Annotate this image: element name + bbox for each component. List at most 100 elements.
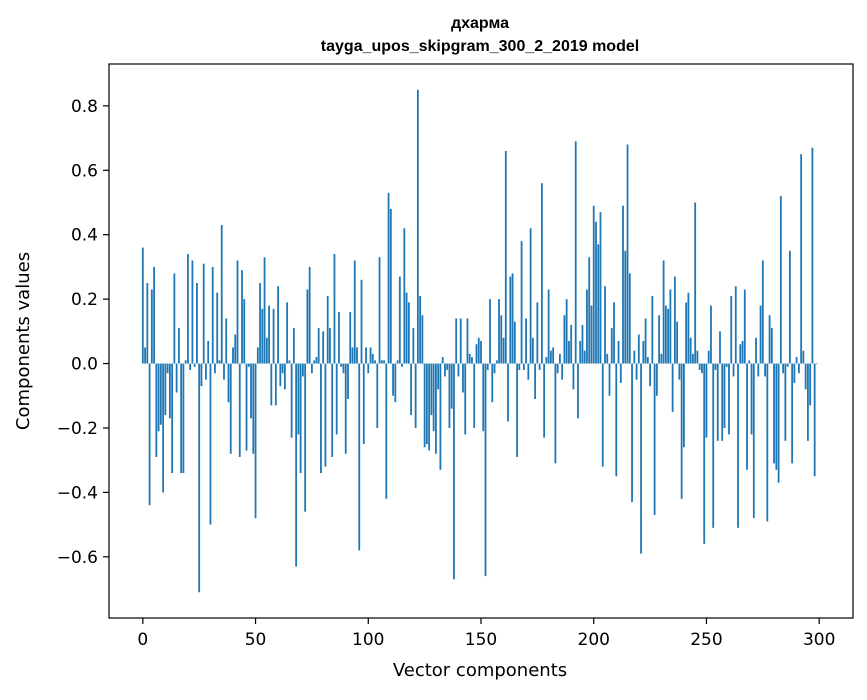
bar (301, 363, 304, 377)
bar (468, 353, 471, 364)
bar (245, 363, 248, 451)
bar (813, 363, 816, 477)
bar (168, 363, 171, 419)
bar (272, 308, 275, 364)
bar (565, 299, 568, 364)
bar (698, 363, 701, 370)
bar (369, 347, 372, 364)
bar (685, 302, 688, 364)
bar (162, 363, 165, 493)
bar (725, 363, 728, 367)
bar (809, 363, 812, 406)
bar (644, 318, 647, 364)
bar (795, 357, 798, 364)
bar (480, 341, 482, 364)
bar (311, 363, 313, 374)
bar (732, 363, 735, 377)
bar (322, 331, 325, 364)
bar (308, 266, 311, 364)
bar (797, 363, 800, 374)
bar (739, 344, 742, 364)
bar (800, 154, 803, 364)
bar (387, 192, 390, 364)
bar (450, 363, 453, 409)
bar (703, 363, 706, 544)
x-tick-label: 0 (137, 630, 148, 650)
bar (401, 363, 403, 367)
bar (568, 341, 570, 364)
bar (743, 289, 746, 364)
bar (579, 341, 582, 364)
bar (268, 305, 270, 364)
bar (622, 205, 624, 364)
bar (353, 260, 356, 364)
bar (635, 363, 638, 380)
bar (689, 337, 692, 364)
bar (288, 360, 291, 364)
bar (750, 363, 753, 435)
bar (175, 363, 178, 393)
bar (371, 353, 374, 364)
bar (554, 363, 557, 464)
bar (234, 334, 237, 364)
bar (191, 260, 194, 364)
bar (694, 202, 697, 364)
bar (619, 363, 622, 383)
bar (716, 363, 719, 441)
bar (405, 292, 408, 364)
bar (462, 363, 464, 393)
bar (265, 337, 268, 364)
bar (807, 363, 809, 441)
bar (410, 363, 413, 416)
bar (338, 312, 340, 364)
bar (205, 363, 207, 380)
bar (547, 289, 550, 364)
bar (710, 305, 712, 364)
y-tick-label: 0.2 (71, 290, 98, 310)
bar (315, 357, 318, 364)
bar (378, 257, 381, 364)
y-tick-label: 0.0 (71, 355, 98, 375)
bar (502, 337, 505, 364)
y-tick-label: 0.4 (71, 226, 98, 246)
bar (146, 283, 149, 364)
bar (640, 363, 642, 554)
bar (299, 363, 302, 474)
bar (419, 295, 422, 364)
bar (283, 363, 286, 390)
bar (615, 363, 618, 477)
bar (628, 273, 631, 364)
bar (254, 363, 257, 519)
bar (340, 363, 343, 367)
bar (498, 299, 500, 364)
bar (182, 363, 185, 474)
x-tick-label: 200 (578, 630, 610, 650)
bar (351, 347, 354, 364)
bar (529, 228, 532, 364)
y-tick-label: −0.4 (57, 483, 98, 503)
bar (597, 244, 600, 364)
bar (669, 289, 672, 364)
bar (509, 276, 512, 364)
bar (471, 357, 473, 364)
bar (425, 363, 428, 445)
bar (166, 363, 169, 374)
bar (651, 295, 654, 364)
bar (543, 363, 546, 438)
bar (459, 318, 462, 364)
bar (613, 302, 615, 364)
bar (220, 225, 223, 364)
bar (664, 305, 667, 364)
bar (214, 363, 216, 374)
bar (144, 347, 146, 364)
bar (489, 299, 491, 364)
bar (223, 363, 225, 380)
bar (757, 363, 760, 377)
bar (207, 341, 210, 364)
bar (263, 257, 266, 364)
bar (171, 363, 174, 474)
bar (617, 341, 620, 364)
bar (403, 228, 406, 364)
bar (705, 363, 708, 438)
bar (261, 308, 264, 364)
